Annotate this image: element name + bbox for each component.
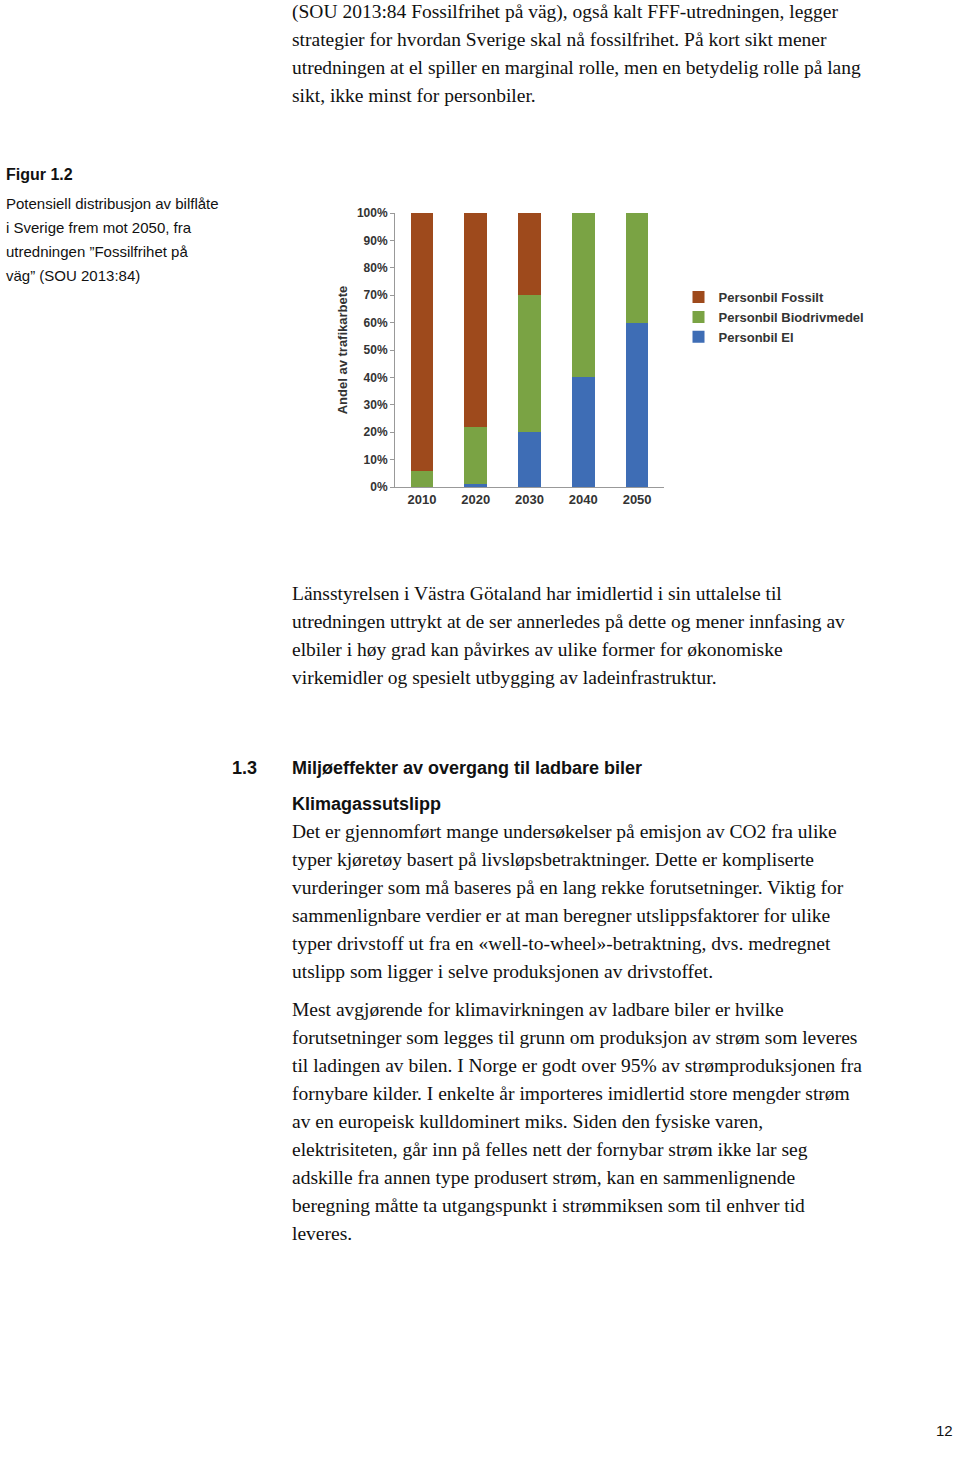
html-text:utredningen at el spiller en m: utredningen at el spiller en marginal ro…: [292, 57, 861, 78]
svg-text:2020: 2020: [461, 492, 490, 507]
html-text:sikt, ikke minst for personbil: sikt, ikke minst for personbiler.: [292, 85, 536, 106]
html-text:utslipp som ligger i selve pro: utslipp som ligger i selve produksjonen …: [292, 961, 713, 982]
html-text:elbiler i høy grad kan påvirke: elbiler i høy grad kan påvirkes av ulike…: [292, 639, 783, 660]
html-text:(SOU 2013:84 Fossilfrihet på v: (SOU 2013:84 Fossilfrihet på väg), også …: [292, 1, 838, 22]
html-text:Klimagassutslipp: Klimagassutslipp: [292, 794, 441, 814]
html-text:Miljøeffekter av overgang til: Miljøeffekter av overgang til ladbare bi…: [292, 758, 643, 778]
html-text:fornybare kilder. I enkelte år: fornybare kilder. I enkelte år importere…: [292, 1083, 850, 1104]
html-text:typer kjøretøy basert på livsl: typer kjøretøy basert på livsløpsbetrakt…: [292, 849, 814, 870]
html-text:virkemidler og spesielt utbygg: virkemidler og spesielt utbygging av lad…: [292, 667, 717, 688]
html-text:väg” (SOU 2013:84): väg” (SOU 2013:84): [6, 267, 141, 284]
svg-text:2040: 2040: [569, 492, 598, 507]
svg-text:100%: 100%: [357, 206, 388, 220]
svg-text:70%: 70%: [364, 288, 388, 302]
html-text:forutsetninger som legges til: forutsetninger som legges til grunn om p…: [292, 1027, 858, 1048]
html-text:til ladingen av bilen. I Norge: til ladingen av bilen. I Norge er godt o…: [292, 1055, 862, 1076]
html-text:utredningen uttrykt at de ser: utredningen uttrykt at de ser annerledes…: [292, 611, 845, 632]
html-text:sammenlignbare verdier er at m: sammenlignbare verdier er at man beregne…: [292, 905, 831, 926]
html-text:Det er gjennomført mange under: Det er gjennomført mange undersøkelser p…: [292, 821, 837, 842]
svg-text:Personbil Biodrivmedel: Personbil Biodrivmedel: [719, 310, 864, 325]
html-text:Potensiell distribusjon av bil: Potensiell distribusjon av bilflåte: [6, 195, 219, 212]
svg-text:40%: 40%: [364, 371, 388, 385]
svg-text:10%: 10%: [364, 453, 388, 467]
svg-text:2050: 2050: [623, 492, 652, 507]
html-text:1.3: 1.3: [232, 758, 257, 778]
svg-text:80%: 80%: [364, 261, 388, 275]
html-text:beregning måtte ta utgangspunk: beregning måtte ta utgangspunkt i strømm…: [292, 1195, 805, 1216]
svg-text:20%: 20%: [364, 425, 388, 439]
svg-text:2030: 2030: [515, 492, 544, 507]
html-text:typer drivstoff ut fra en «wel: typer drivstoff ut fra en «well-to-wheel…: [292, 933, 831, 954]
svg-text:60%: 60%: [364, 316, 388, 330]
svg-text:50%: 50%: [364, 343, 388, 357]
svg-text:Andel av trafikarbete: Andel av trafikarbete: [335, 286, 350, 415]
html-text:utredningen ”Fossilfrihet på: utredningen ”Fossilfrihet på: [6, 243, 188, 260]
html-text:i Sverige frem mot 2050, fra: i Sverige frem mot 2050, fra: [6, 219, 192, 236]
svg-text:2010: 2010: [407, 492, 436, 507]
svg-text:30%: 30%: [364, 398, 388, 412]
html-text:12: 12: [936, 1422, 953, 1439]
svg-text:Personbil El: Personbil El: [719, 330, 794, 345]
html-text:vurderinger som må baseres på: vurderinger som må baseres på en lang re…: [292, 877, 844, 898]
svg-text:90%: 90%: [364, 234, 388, 248]
html-text:Figur 1.2: Figur 1.2: [6, 166, 73, 183]
html-text:av en europeisk kulldominert m: av en europeisk kulldominert miks. Siden…: [292, 1111, 764, 1132]
html-text:elektrisiteten, går inn på fel: elektrisiteten, går inn på felles nett d…: [292, 1139, 808, 1160]
html-text:leveres.: leveres.: [292, 1223, 353, 1244]
html-text:Länsstyrelsen i Västra Götalan: Länsstyrelsen i Västra Götaland har imid…: [292, 583, 782, 604]
svg-text:Personbil Fossilt: Personbil Fossilt: [719, 290, 824, 305]
html-text:strategier for hvordan Sverige: strategier for hvordan Sverige skal nå f…: [292, 29, 827, 50]
html-text:Mest avgjørende for klimavirkn: Mest avgjørende for klimavirkningen av l…: [292, 999, 784, 1020]
html-text:adskille fra annen type produs: adskille fra annen type produsert strøm,…: [292, 1167, 796, 1188]
svg-text:0%: 0%: [370, 480, 388, 494]
